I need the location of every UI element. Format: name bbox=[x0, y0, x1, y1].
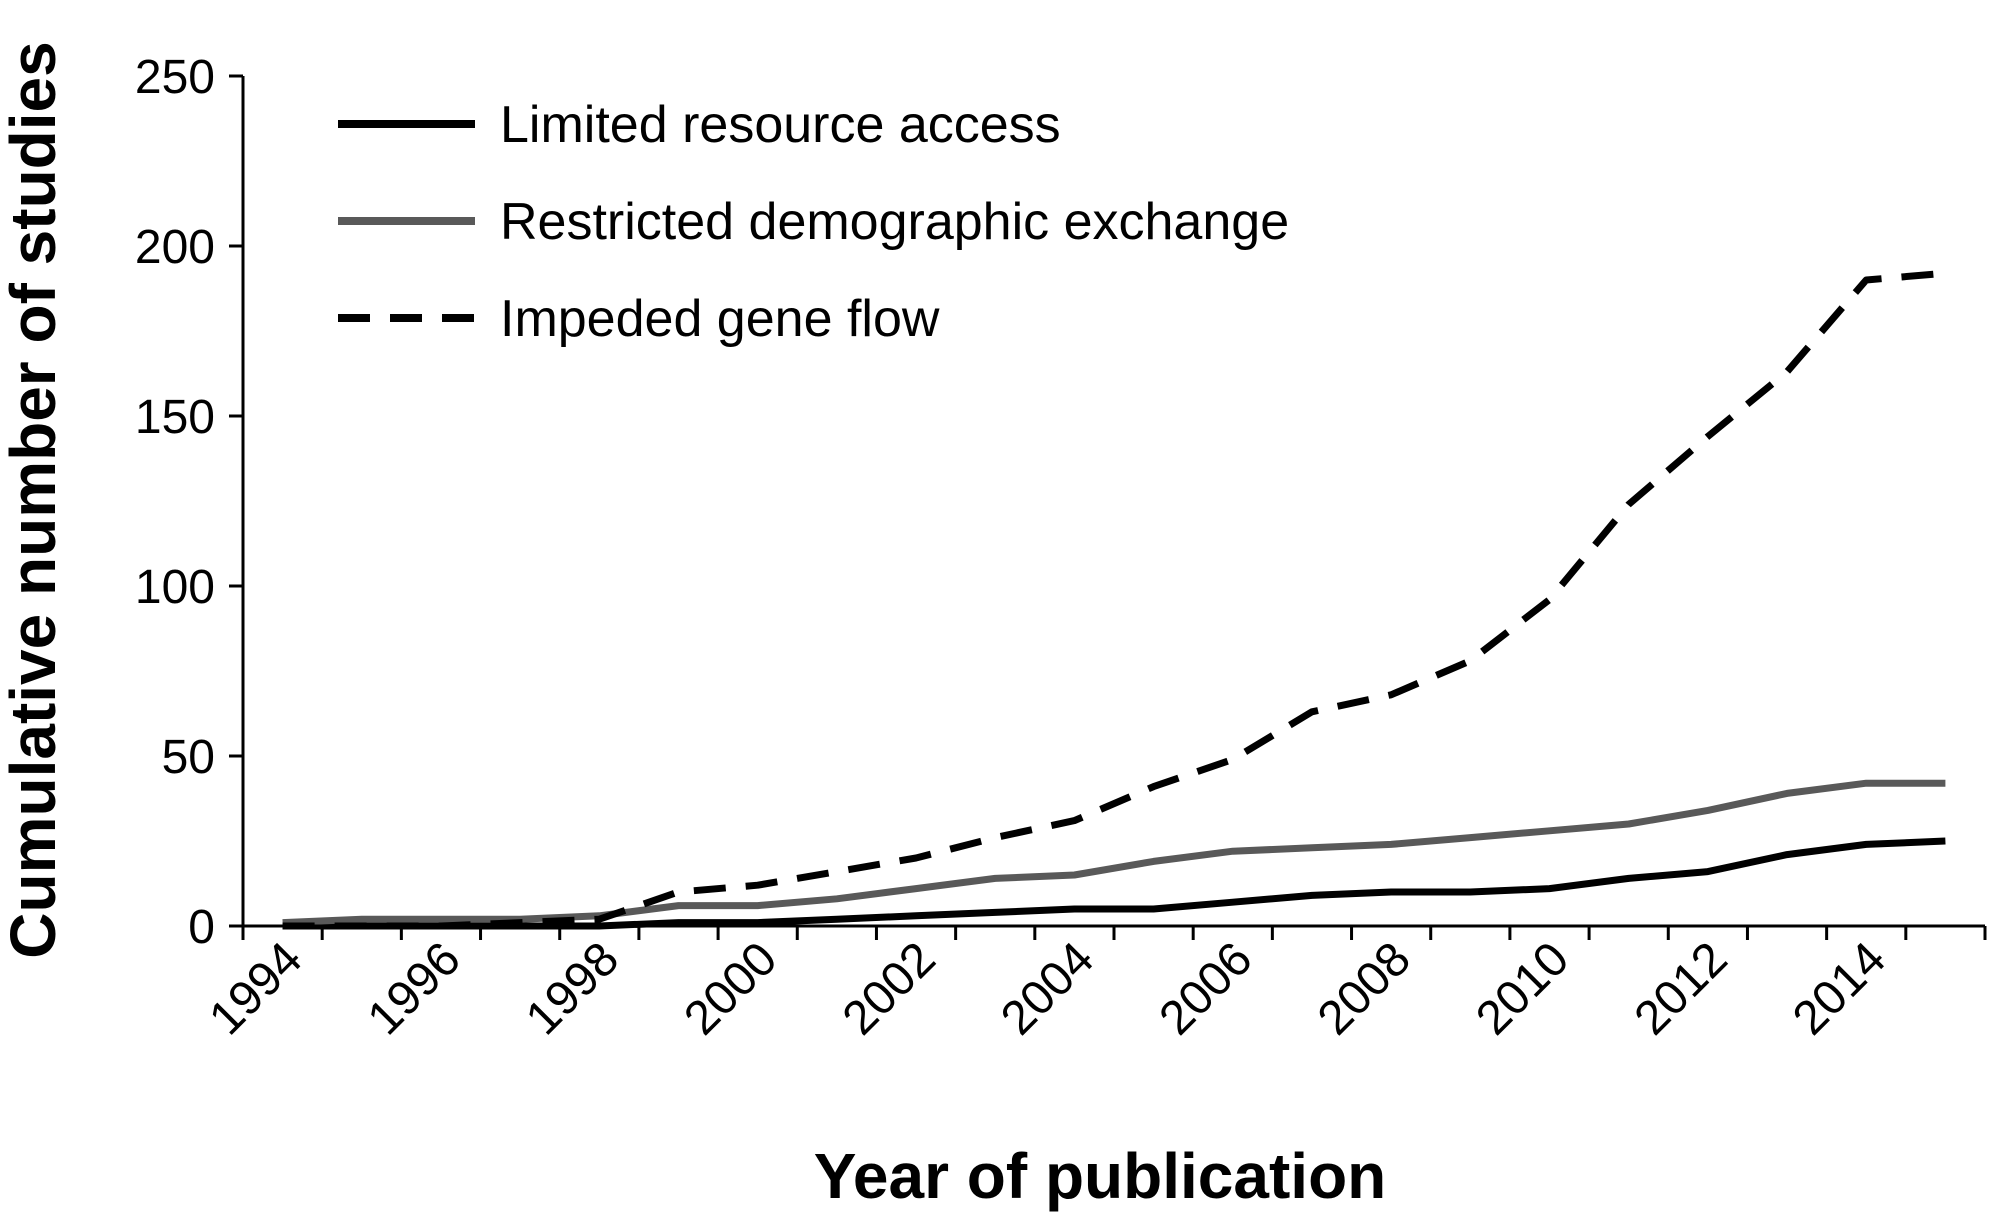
y-tick-label: 200 bbox=[135, 221, 215, 274]
x-tick-label: 2008 bbox=[1308, 932, 1421, 1045]
y-tick-label: 50 bbox=[162, 731, 215, 784]
x-tick-label: 2012 bbox=[1625, 932, 1738, 1045]
y-axis-title: Cumulative number of studies bbox=[0, 41, 69, 958]
x-tick-label: 2006 bbox=[1150, 932, 1263, 1045]
legend: Limited resource access Restricted demogr… bbox=[338, 96, 1289, 348]
legend-label-2: Impeded gene flow bbox=[500, 290, 940, 348]
series-line-2 bbox=[282, 269, 1946, 930]
y-tick-label: 250 bbox=[135, 51, 215, 104]
x-ticks: 1994 1996 1998 2000 2002 2004 2006 2008 2010 2012… bbox=[199, 926, 1987, 1045]
x-tick-label: 2010 bbox=[1466, 932, 1579, 1045]
x-tick-label: 1998 bbox=[516, 932, 629, 1045]
x-tick-label: 2004 bbox=[991, 932, 1104, 1045]
y-tick-label: 0 bbox=[188, 901, 215, 954]
x-axis-title: Year of publication bbox=[814, 1140, 1387, 1212]
x-tick-label: 2002 bbox=[833, 932, 946, 1045]
legend-label-0: Limited resource access bbox=[500, 96, 1061, 154]
y-tick-label: 150 bbox=[135, 391, 215, 444]
y-ticks: 0 50 100 150 200 250 bbox=[135, 51, 243, 954]
x-tick-label: 1994 bbox=[199, 932, 312, 1045]
legend-label-1: Restricted demographic exchange bbox=[500, 193, 1289, 251]
x-tick-label: 2014 bbox=[1783, 932, 1896, 1045]
y-tick-label: 100 bbox=[135, 561, 215, 614]
series-line-0 bbox=[282, 837, 1946, 930]
x-tick-label: 2000 bbox=[674, 932, 787, 1045]
x-tick-label: 1996 bbox=[358, 932, 471, 1045]
plot-lines bbox=[282, 269, 1946, 930]
